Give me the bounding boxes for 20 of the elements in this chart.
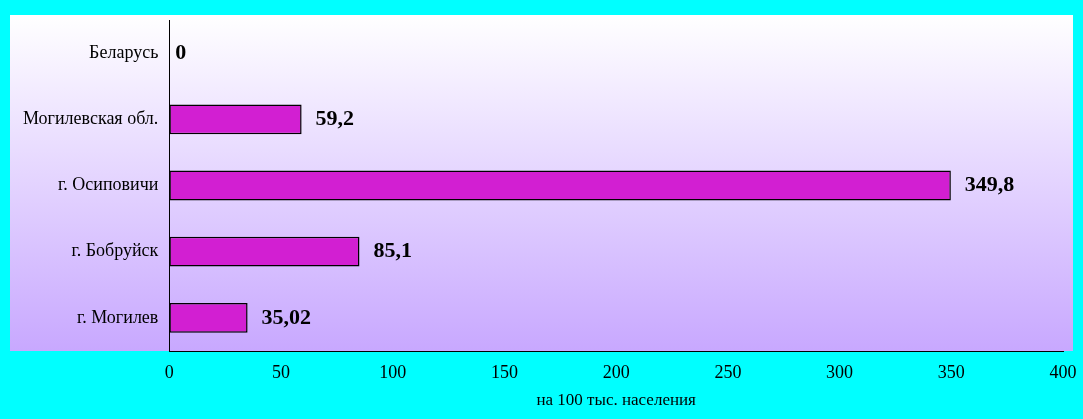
x-tick-label: 250 xyxy=(714,361,742,382)
y-tick-label: Беларусь xyxy=(89,41,159,62)
y-tick-label: г. Могилев xyxy=(76,306,159,327)
x-tick-label: 300 xyxy=(826,361,854,382)
data-label: 349,8 xyxy=(964,171,1015,197)
x-axis-title: на 100 тыс. населения xyxy=(536,390,697,410)
y-tick-label: Могилевская обл. xyxy=(22,108,159,129)
x-tick-label: 0 xyxy=(164,361,174,382)
data-label: 85,1 xyxy=(373,237,412,263)
x-tick-label: 150 xyxy=(490,361,518,382)
x-tick-label: 400 xyxy=(1049,361,1077,382)
x-tick-label: 100 xyxy=(379,361,407,382)
data-label: 59,2 xyxy=(315,104,355,130)
x-tick-label: 350 xyxy=(937,361,965,382)
y-tick-label: г. Осиповичи xyxy=(57,174,159,195)
x-tick-label: 50 xyxy=(272,361,291,382)
data-label: 35,02 xyxy=(261,303,312,329)
x-tick-label: 200 xyxy=(602,361,630,382)
y-tick-label: г. Бобруйск xyxy=(71,240,159,261)
data-label: 0 xyxy=(175,38,187,64)
